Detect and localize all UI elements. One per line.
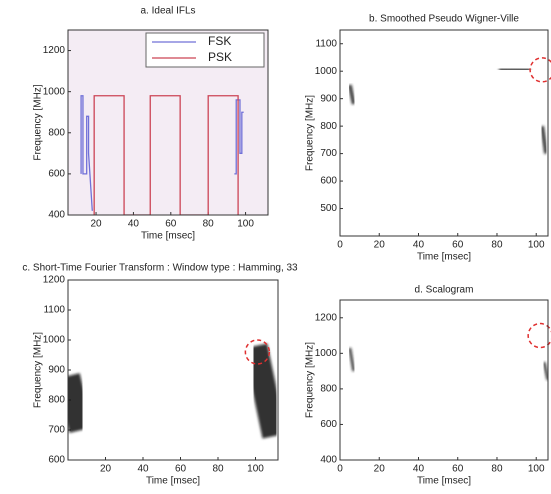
y-tick-label: 1000 (315, 348, 338, 359)
x-axis-label: Time [msec] (141, 231, 195, 242)
x-tick-label: 80 (491, 464, 503, 475)
y-axis-label: Frequency [MHz] (305, 95, 316, 171)
y-tick-label: 1000 (43, 335, 66, 346)
legend-label: PSK (208, 50, 232, 64)
y-tick-label: 800 (48, 395, 65, 406)
y-tick-label: 500 (320, 203, 337, 214)
panel-title: b. Smoothed Pseudo Wigner-Ville (369, 14, 519, 25)
y-tick-label: 900 (320, 93, 337, 104)
plot-area (340, 300, 548, 460)
plot-frame (67, 279, 279, 461)
y-axis-label: Frequency [MHz] (33, 332, 44, 408)
ridge (348, 347, 356, 372)
plot-area (340, 30, 548, 236)
x-tick-label: 60 (165, 219, 177, 230)
panel: c. Short-Time Fourier Transform : Window… (22, 263, 298, 487)
y-tick-label: 600 (320, 176, 337, 187)
plot-content (68, 328, 278, 439)
highlight-circle (244, 339, 271, 365)
panel-title: d. Scalogram (415, 285, 474, 296)
y-tick-label: 1000 (43, 86, 66, 97)
ridge (540, 125, 548, 154)
ridge (498, 67, 531, 72)
x-tick-label: 100 (528, 464, 545, 475)
x-axis-label: Time [msec] (417, 476, 471, 487)
y-tick-label: 600 (320, 419, 337, 430)
y-tick-label: 800 (320, 384, 337, 395)
x-tick-label: 20 (374, 240, 386, 251)
series-line (80, 95, 244, 211)
y-axis-label: Frequency [MHz] (33, 84, 44, 160)
ridge (542, 361, 548, 381)
x-tick-label: 0 (337, 240, 343, 251)
plot-frame (339, 299, 549, 461)
panel-title: c. Short-Time Fourier Transform : Window… (22, 263, 298, 274)
ridge (243, 343, 278, 439)
y-tick-label: 1200 (43, 45, 66, 56)
x-tick-label: 80 (212, 464, 224, 475)
y-tick-label: 400 (48, 210, 65, 221)
highlight-circle (529, 57, 551, 83)
y-tick-label: 900 (48, 365, 65, 376)
plot-frame (339, 29, 549, 237)
x-axis-label: Time [msec] (417, 252, 471, 263)
x-tick-label: 100 (528, 240, 545, 251)
y-tick-label: 700 (48, 425, 65, 436)
highlight-circle (527, 322, 551, 349)
x-tick-label: 40 (137, 464, 149, 475)
y-tick-label: 700 (320, 148, 337, 159)
x-tick-label: 40 (413, 464, 425, 475)
x-tick-label: 80 (203, 219, 215, 230)
y-tick-label: 1100 (43, 305, 65, 316)
panel-title: a. Ideal IFLs (140, 6, 195, 17)
panel: b. Smoothed Pseudo Wigner-Ville 0 20 40 60 80… (305, 14, 551, 263)
x-tick-label: 0 (337, 464, 343, 475)
plot-area (68, 280, 278, 460)
panel: d. Scalogram 0 20 40 60 80 100 400 600 800 1000 120… (305, 285, 551, 487)
series-line (93, 95, 239, 215)
plot-content (80, 95, 244, 215)
y-tick-label: 800 (48, 127, 65, 138)
panel: a. Ideal IFLs 20 40 60 80 100 400 600 800 1000 120… (33, 6, 269, 242)
ridge (68, 373, 93, 433)
x-tick-label: 80 (491, 240, 503, 251)
plot-frame (67, 29, 269, 216)
y-tick-label: 1200 (315, 312, 338, 323)
ridge (347, 84, 356, 105)
x-axis-label: Time [msec] (146, 476, 200, 487)
y-tick-label: 800 (320, 121, 337, 132)
x-tick-label: 60 (175, 464, 187, 475)
y-tick-label: 600 (48, 455, 65, 466)
x-tick-label: 20 (90, 219, 102, 230)
x-tick-label: 40 (128, 219, 140, 230)
y-tick-label: 1000 (315, 66, 338, 77)
y-axis-label: Frequency [MHz] (305, 342, 316, 418)
y-tick-label: 1200 (43, 275, 66, 286)
x-tick-label: 40 (413, 240, 425, 251)
y-tick-label: 1100 (315, 38, 337, 49)
plot-content (348, 334, 548, 381)
x-tick-label: 20 (100, 464, 112, 475)
x-tick-label: 20 (374, 464, 386, 475)
x-tick-label: 100 (247, 464, 264, 475)
legend-label: FSK (208, 34, 231, 48)
x-tick-label: 100 (237, 219, 254, 230)
x-tick-label: 60 (452, 464, 464, 475)
x-tick-label: 60 (452, 240, 464, 251)
y-tick-label: 400 (320, 455, 337, 466)
plot-content (347, 66, 548, 154)
legend-box (145, 32, 265, 68)
y-tick-label: 600 (48, 169, 65, 180)
